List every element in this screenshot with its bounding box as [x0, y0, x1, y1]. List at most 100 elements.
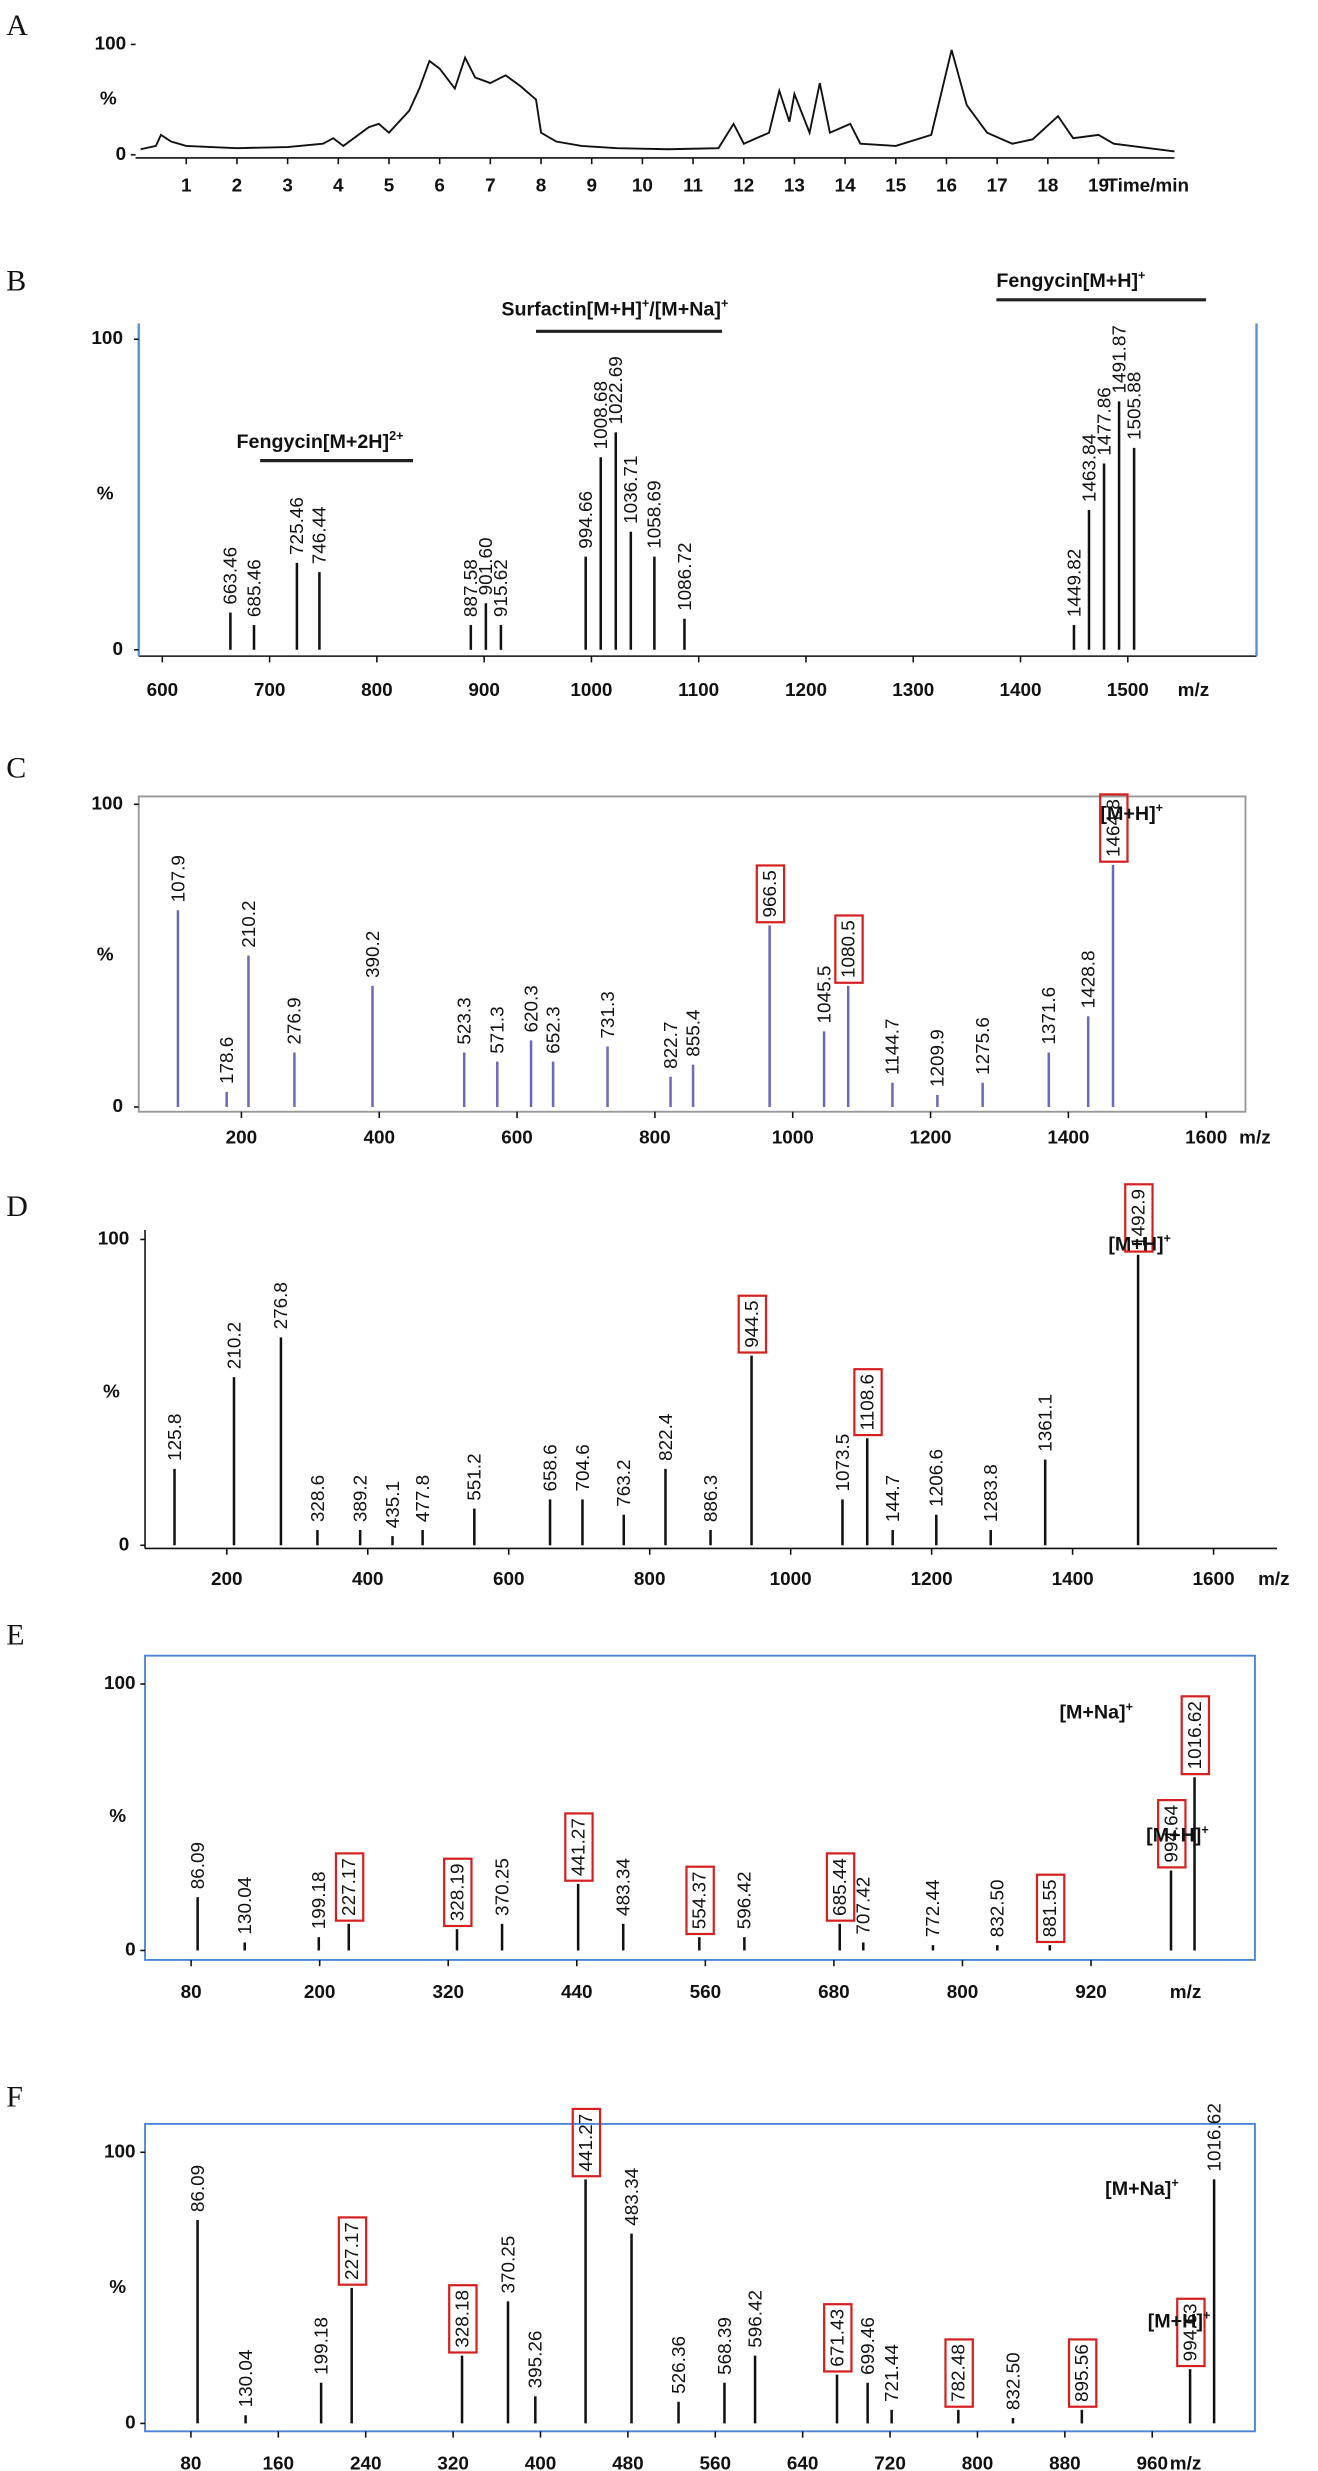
peak-label: 1058.69	[645, 480, 666, 548]
peak-label: 994.63	[1180, 2303, 1201, 2361]
peak-label-group: 685.44	[825, 1852, 856, 1922]
peak-label: 571.3	[488, 1006, 509, 1053]
peak-label-group: 1371.6	[1039, 987, 1060, 1045]
y-axis-label: %	[109, 2277, 126, 2298]
annotation-sup: +	[1171, 2176, 1178, 2190]
annotation: [M+H]+	[1148, 2308, 1211, 2332]
peak-label-group: 199.18	[311, 2317, 332, 2375]
annotation: [M+H]+	[1100, 801, 1163, 825]
peak-label: 107.9	[168, 855, 189, 902]
y-tick-label: 100	[95, 33, 127, 54]
peak-label-group: 227.17	[337, 2216, 368, 2286]
y-tick-label: 100	[104, 1673, 136, 1694]
peak-label: 1045.5	[814, 966, 835, 1024]
peak-label-group: 944.5	[737, 1294, 768, 1354]
annotation: Fengycin[M+2H]2+	[236, 429, 403, 453]
peak-label: 441.27	[576, 2114, 597, 2172]
peak-label-group: 994.64	[1157, 1798, 1187, 1869]
peak-label: 685.46	[244, 559, 265, 617]
x-tick-label: 8	[536, 175, 547, 196]
peak-label-group: 523.3	[455, 997, 476, 1044]
x-tick-label: 560	[700, 2453, 732, 2471]
peak-label: 130.04	[236, 2350, 257, 2408]
y-tick-label: 100	[98, 1228, 130, 1249]
x-tick-label: 240	[350, 2453, 382, 2471]
peak-label: 1428.8	[1079, 950, 1100, 1008]
peak-label-group: 1428.8	[1079, 950, 1100, 1008]
x-tick-label: 800	[962, 2453, 994, 2471]
x-tick-label: 200	[211, 1569, 243, 1590]
x-tick-label: 320	[437, 2453, 469, 2471]
label-box	[737, 1294, 768, 1354]
peak-label: 1283.8	[981, 1464, 1002, 1522]
peak-label: 1371.6	[1039, 987, 1060, 1045]
x-tick-label: 720	[874, 2453, 906, 2471]
x-tick-label: 1200	[785, 680, 827, 701]
peak-label-group: 725.46	[287, 497, 308, 555]
label-box	[823, 2303, 853, 2373]
peak-label: 1361.1	[1035, 1394, 1056, 1452]
peak-label-group: 477.8	[413, 1475, 434, 1522]
peak-label: 994.66	[576, 491, 597, 549]
annotation-text: [M+H]	[1108, 1233, 1163, 1255]
peak-label-group: 1492.9	[1124, 1183, 1154, 1253]
annotation-text: [M+H]	[1146, 1825, 1201, 1847]
annotation: [M+H]+	[1146, 1823, 1209, 1847]
peak-label-group: 210.2	[239, 900, 260, 947]
peak-label: 731.3	[598, 991, 619, 1038]
peak-label: 1016.62	[1185, 1701, 1206, 1769]
peak-label-group: 663.46	[221, 547, 242, 605]
y-axis-label: %	[109, 1806, 126, 1827]
x-tick-label: 14	[835, 175, 857, 196]
peak-label: 1144.7	[883, 1018, 904, 1074]
peak-label: 620.3	[521, 985, 542, 1032]
x-tick-label: 800	[634, 1569, 666, 1590]
x-tick-label: 480	[612, 2453, 644, 2471]
peak-label-group: 1477.86	[1094, 387, 1115, 455]
peak-label: 782.48	[949, 2344, 970, 2402]
x-tick-label: 400	[363, 1128, 395, 1149]
y-tick-label: 100	[91, 793, 123, 814]
peak-label: 1108.6	[858, 1374, 879, 1430]
peak-label-group: 886.3	[701, 1475, 722, 1522]
peak-label: 125.8	[165, 1414, 186, 1461]
peak-label-group: 178.6	[217, 1037, 238, 1084]
x-tick-label: 400	[525, 2453, 557, 2471]
peak-label-group: 390.2	[363, 931, 384, 978]
peak-label-group: 551.2	[465, 1453, 486, 1500]
peak-label-group: 832.50	[1003, 2352, 1024, 2410]
peak-label: 915.62	[491, 559, 512, 617]
peak-label-group: 596.42	[735, 1871, 756, 1929]
x-tick-label: 80	[180, 2453, 201, 2471]
x-tick-label: 900	[468, 680, 500, 701]
peak-label: 746.44	[310, 506, 331, 564]
x-tick-label: 1000	[570, 680, 612, 701]
label-box	[825, 1852, 856, 1922]
peak-label-group: 370.25	[498, 2236, 519, 2294]
peak-label-group: 1491.87	[1109, 325, 1130, 393]
annotation: Fengycin[M+H]+	[996, 268, 1145, 292]
x-tick-label: 17	[987, 175, 1008, 196]
y-tick-label: 0	[112, 1096, 123, 1117]
peak-label: 477.8	[413, 1475, 434, 1522]
peak-label: 855.4	[683, 1009, 704, 1056]
peak-label: 1036.71	[621, 456, 642, 524]
peak-label: 1008.68	[591, 381, 612, 449]
peak-label-group: 483.34	[622, 2168, 643, 2226]
x-axis-label: m/z	[1239, 1128, 1271, 1149]
x-tick-label: 1600	[1193, 1569, 1235, 1590]
peak-label-group: 685.46	[244, 559, 265, 617]
x-tick-label: 1300	[892, 680, 934, 701]
peak-label-group: 199.18	[309, 1871, 330, 1929]
peak-label-group: 699.46	[858, 2317, 879, 2375]
peak-label: 663.46	[221, 547, 242, 605]
peak-label: 483.34	[622, 2168, 643, 2226]
peak-label-group: 1361.1	[1035, 1394, 1056, 1452]
x-axis-label: m/z	[1170, 1982, 1202, 2003]
peak-label: 704.6	[573, 1444, 594, 1491]
label-box	[1067, 2338, 1098, 2408]
peak-label-group: 1045.5	[814, 966, 835, 1024]
frame	[144, 1654, 1256, 1961]
peak-label-group: 1108.6	[853, 1368, 883, 1437]
x-tick-label: 10	[632, 175, 653, 196]
